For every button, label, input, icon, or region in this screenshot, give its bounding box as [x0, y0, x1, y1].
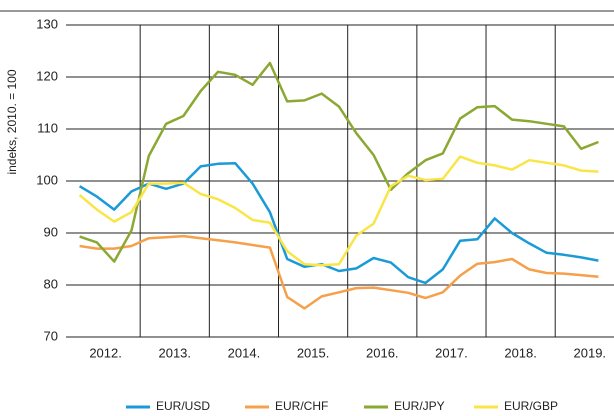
- x-tick-label: 2016.: [366, 345, 399, 360]
- legend-label: EUR/GBP: [504, 399, 558, 413]
- series-line: [78, 155, 599, 267]
- x-tick-label: 2013.: [158, 345, 191, 360]
- y-tick-label: 90: [44, 224, 58, 239]
- series-line: [79, 61, 599, 263]
- x-tick-label: 2014.: [228, 345, 261, 360]
- y-tick-label: 130: [36, 16, 58, 31]
- x-tick-label: 2015.: [297, 345, 330, 360]
- y-tick-label: 110: [37, 120, 58, 135]
- x-tick-label: 2018.: [504, 345, 537, 360]
- y-tick-label: 100: [36, 172, 58, 187]
- legend-label: EUR/USD: [156, 399, 210, 413]
- x-tick-label: 2012.: [89, 345, 122, 360]
- series-line: [78, 162, 599, 285]
- y-axis-label: indeks, 2010. = 100: [5, 69, 19, 174]
- legend-label: EUR/CHF: [275, 399, 328, 413]
- legend-label: EUR/JPY: [394, 399, 445, 413]
- y-tick-label: 80: [44, 276, 58, 291]
- y-tick-label: 70: [44, 328, 58, 343]
- x-tick-label: 2019.: [574, 345, 607, 360]
- y-tick-label: 120: [36, 68, 58, 83]
- x-tick-label: 2017.: [435, 345, 468, 360]
- series-line: [79, 234, 599, 310]
